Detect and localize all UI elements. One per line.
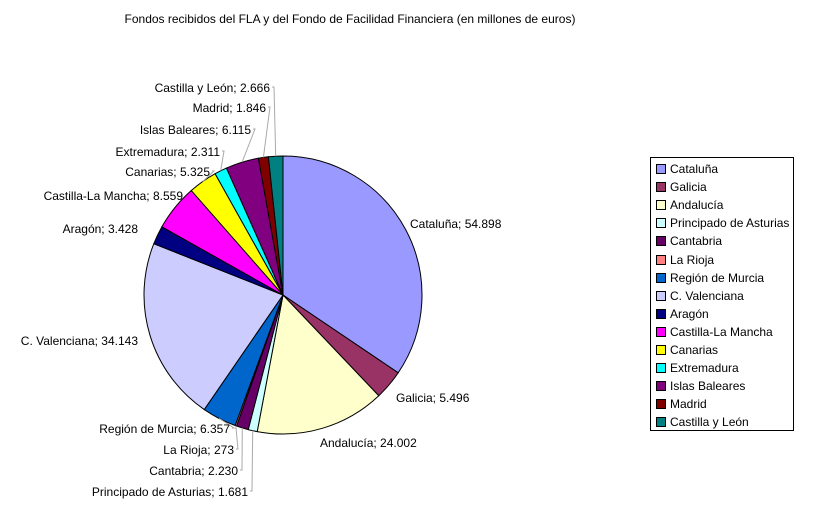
leader-line [218, 418, 236, 429]
pie-slice [256, 293, 380, 435]
legend-label: La Rioja [670, 252, 715, 267]
legend-label: Madrid [670, 397, 707, 412]
data-label: Madrid; 1.846 [193, 101, 267, 115]
data-label: Cataluña; 54.898 [410, 217, 502, 231]
data-label: Andalucía; 24.002 [320, 436, 417, 450]
legend: Cataluña Galicia Andalucía Principado de As… [650, 157, 794, 431]
legend-swatch [656, 254, 666, 265]
legend-item: Extremadura [651, 359, 793, 377]
data-label: Galicia; 5.496 [396, 391, 470, 405]
legend-item: Canarias [651, 341, 793, 359]
pie-slice [282, 155, 423, 374]
legend-swatch [656, 182, 666, 193]
legend-label: Castilla-La Mancha [670, 324, 773, 339]
data-label: Castilla-La Mancha; 8.559 [44, 189, 184, 203]
legend-swatch [656, 381, 666, 392]
legend-label: Cantabria [670, 234, 723, 249]
legend-swatch [656, 326, 666, 337]
legend-swatch [656, 290, 666, 301]
leader-line [250, 430, 254, 492]
pie-slice [143, 243, 284, 411]
legend-item: Principado de Asturias [651, 214, 793, 232]
legend-item: Castilla y León [651, 413, 793, 431]
legend-item: Islas Baleares [651, 377, 793, 395]
legend-label: Extremadura [670, 361, 739, 376]
data-label: La Rioja; 273 [163, 443, 234, 457]
data-label: Islas Baleares; 6.115 [140, 123, 252, 137]
legend-label: Galicia [670, 180, 707, 195]
leader-line [272, 86, 277, 157]
leader-line [240, 427, 243, 471]
leader-line [220, 150, 225, 171]
legend-item: Madrid [651, 395, 793, 413]
legend-label: Castilla y León [670, 415, 749, 430]
legend-swatch [656, 363, 666, 374]
legend-label: Principado de Asturias [670, 216, 790, 231]
data-label: Principado de Asturias; 1.681 [92, 485, 248, 499]
legend-item: Aragón [651, 305, 793, 323]
data-label: Región de Murcia; 6.357 [99, 422, 230, 436]
legend-swatch [656, 236, 666, 247]
legend-label: Canarias [670, 342, 719, 357]
legend-item: Región de Murcia [651, 269, 793, 287]
leader-line [235, 425, 239, 450]
legend-item: Andalucía [651, 196, 793, 214]
legend-swatch [656, 308, 666, 319]
legend-swatch [656, 272, 666, 283]
legend-swatch [656, 164, 666, 175]
data-label: Castilla y León; 2.666 [155, 81, 271, 95]
legend-label: Región de Murcia [670, 270, 765, 285]
legend-label: Islas Baleares [670, 379, 746, 394]
legend-swatch [656, 399, 666, 410]
legend-swatch [656, 344, 666, 355]
data-label: Aragón; 3.428 [63, 222, 139, 236]
leader-line [262, 106, 271, 158]
legend-label: C. Valenciana [670, 288, 744, 303]
legend-item: C. Valenciana [651, 287, 793, 305]
legend-label: Aragón [670, 306, 709, 321]
legend-item: Cataluña [651, 160, 793, 178]
data-label: Extremadura; 2.311 [115, 145, 220, 159]
data-label: Canarias; 5.325 [125, 165, 210, 179]
leader-line [202, 170, 216, 182]
data-label: Cantabria; 2.230 [149, 464, 238, 478]
legend-item: La Rioja [651, 250, 793, 268]
legend-label: Andalucía [670, 198, 724, 213]
legend-item: Castilla-La Mancha [651, 323, 793, 341]
chart-title: Fondos recibidos del FLA y del Fondo de … [124, 12, 576, 26]
legend-item: Galicia [651, 178, 793, 196]
legend-swatch [656, 417, 666, 428]
leader-line [241, 128, 256, 163]
data-label: C. Valenciana; 34.143 [21, 334, 139, 348]
legend-swatch [656, 200, 666, 211]
legend-item: Cantabria [651, 232, 793, 250]
legend-swatch [656, 218, 666, 229]
legend-label: Cataluña [670, 162, 719, 177]
